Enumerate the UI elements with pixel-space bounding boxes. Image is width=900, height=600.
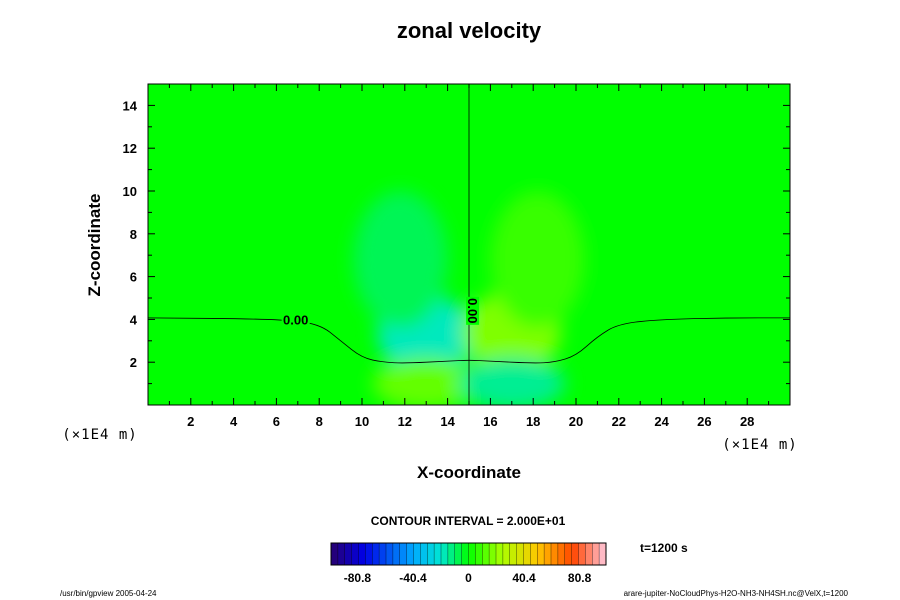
contour-label: 0.00 (281, 313, 310, 328)
heatmap-anomaly-positive (490, 191, 585, 328)
colorbar-segment (509, 543, 517, 565)
colorbar-segment (564, 543, 572, 565)
colorbar-tick-label: 80.8 (568, 571, 592, 585)
x-tick-label: 20 (569, 414, 583, 429)
colorbar-segment (523, 543, 531, 565)
contour-label: 0.00 (465, 296, 480, 325)
colorbar-segment (489, 543, 497, 565)
y-tick-label: 12 (123, 141, 137, 156)
y-tick-label: 10 (123, 184, 137, 199)
colorbar-tick-label: 40.4 (512, 571, 536, 585)
zero-contours (148, 84, 790, 405)
x-tick-label: 26 (697, 414, 711, 429)
colorbar-segment (427, 543, 435, 565)
x-unit-label: (×1E4 m) (722, 437, 797, 453)
footer-right: arare-jupiter-NoCloudPhys-H2O-NH3-NH4SH.… (624, 589, 849, 598)
y-axis-label: Z-coordinate (85, 194, 104, 297)
colorbar-segment (516, 543, 524, 565)
colorbar-tick-label: -80.8 (344, 571, 372, 585)
x-tick-label: 18 (526, 414, 540, 429)
colorbar-segment (358, 543, 366, 565)
colorbar-segment (434, 543, 442, 565)
contour-label-bg (466, 296, 480, 325)
colorbar-segment (482, 543, 490, 565)
contour-labels: 0.00 0.00 (281, 296, 480, 328)
colorbar-segment (557, 543, 566, 565)
colorbar-segment (399, 543, 407, 565)
colorbar-segment (599, 543, 607, 565)
colorbar-segment (585, 543, 593, 565)
zero-contour-line (148, 317, 790, 364)
colorbar-segment (461, 543, 469, 565)
chart-title: zonal velocity (397, 18, 542, 43)
colorbar-segment (496, 543, 504, 565)
colorbar-segment (502, 543, 511, 565)
x-tick-label: 14 (440, 414, 455, 429)
colorbar-segment (420, 543, 428, 565)
y-tick-label: 6 (130, 270, 137, 285)
y-tick-label: 14 (123, 98, 138, 113)
colorbar-segment (406, 543, 414, 565)
colorbar-frame (330, 542, 607, 566)
heatmap-anomaly-negative (353, 191, 448, 328)
colorbar-segment (551, 543, 559, 565)
plot-area: 0.00 0.00 2 4 6 8 10 12 14 16 18 20 22 24 26 28 246810… (123, 83, 791, 429)
colorbar-segment (331, 543, 339, 565)
x-tick-label: 16 (483, 414, 497, 429)
colorbar-segment (530, 543, 538, 565)
x-tick-label: 22 (612, 414, 626, 429)
contour-label-text: 0.00 (283, 313, 308, 328)
colorbar-segment (379, 543, 387, 565)
colorbar-segment (344, 543, 352, 565)
colorbar-segment (454, 543, 462, 565)
colorbar-segment (386, 543, 394, 565)
y-tick-label: 8 (130, 227, 137, 242)
y-axis-ticks: 2 4 6 8 10 12 14 (123, 98, 790, 385)
y-unit-label: (×1E4 m) (62, 427, 137, 443)
colorbar-segment (337, 543, 346, 565)
x-axis-ticks: 2 4 6 8 10 12 14 16 18 20 22 24 26 28 (168, 84, 770, 429)
x-axis-label: X-coordinate (417, 463, 521, 482)
colorbar-segment (578, 543, 586, 565)
colorbar-segment (544, 543, 552, 565)
x-tick-label: 10 (355, 414, 369, 429)
colorbar-segment (441, 543, 449, 565)
x-tick-label: 4 (230, 414, 238, 429)
x-tick-label: 2 (187, 414, 194, 429)
colorbar-segment (592, 543, 600, 565)
colorbar-tick-label: 0 (465, 571, 472, 585)
colorbar-segment (468, 543, 476, 565)
heatmap-anomalies (353, 191, 585, 405)
colorbar-segment (447, 543, 456, 565)
contour-interval-label: CONTOUR INTERVAL = 2.000E+01 (371, 514, 566, 528)
colorbar-tick-label: -40.4 (399, 571, 427, 585)
colorbar: -80.8 -40.4 0 40.4 80.8 (330, 542, 607, 585)
heatmap-anomaly-negative (458, 357, 566, 405)
x-tick-label: 24 (654, 414, 669, 429)
time-label: t=1200 s (640, 541, 688, 555)
colorbar-segment (372, 543, 380, 565)
x-tick-label: 12 (398, 414, 412, 429)
colorbar-segment (351, 543, 359, 565)
contour-label-text: 0.00 (465, 298, 480, 323)
colorbar-segment (475, 543, 483, 565)
footer-left: /usr/bin/gpview 2005-04-24 (60, 589, 157, 598)
colorbar-segment (392, 543, 401, 565)
y-tick-label: 4 (130, 312, 138, 327)
x-tick-label: 8 (316, 414, 323, 429)
y-tick-label: 2 (130, 355, 137, 370)
colorbar-segment (571, 543, 579, 565)
heatmap-anomaly-positive (372, 357, 480, 405)
colorbar-segment (365, 543, 373, 565)
colorbar-segment (413, 543, 421, 565)
colorbar-segment (537, 543, 545, 565)
x-tick-label: 28 (740, 414, 754, 429)
contour-label-bg (281, 313, 310, 327)
x-tick-label: 6 (273, 414, 280, 429)
